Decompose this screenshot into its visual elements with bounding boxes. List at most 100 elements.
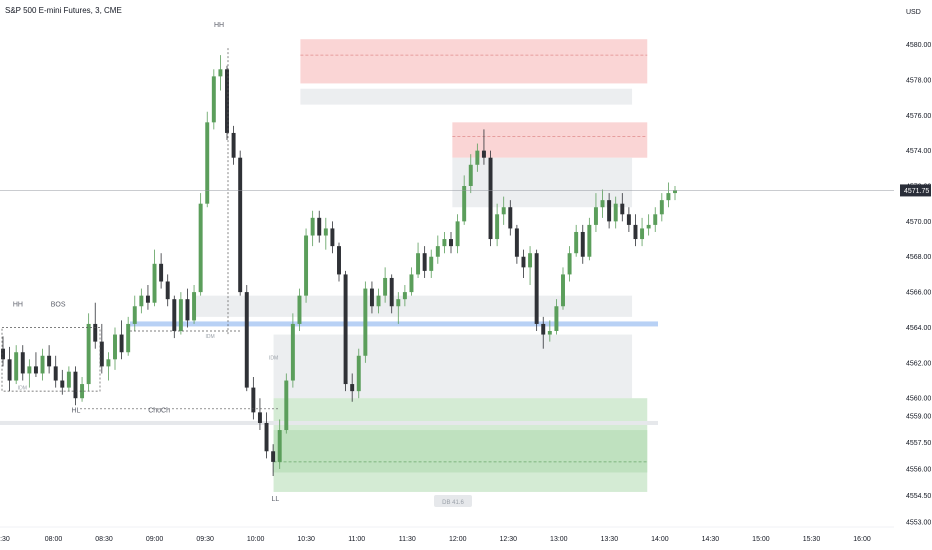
demand-zone [273,430,648,473]
candle-body [422,253,427,271]
x-tick-label: 12:30 [500,536,518,543]
candle-body [653,214,658,225]
candle-body [218,69,223,77]
candle-body [231,132,236,158]
candle-body [501,207,506,215]
candle-body [277,430,282,462]
candle-body [330,228,335,247]
x-tick-label: 14:00 [651,536,669,543]
candle-body [574,231,579,254]
candle-body [383,277,388,296]
y-tick-label: 4562.00 [906,360,931,367]
candle-body [514,228,519,257]
candle-body [290,323,295,381]
x-tick-label: 16:00 [853,536,871,543]
candle-body [297,295,302,324]
candle-body [145,295,150,303]
candle-body [205,122,210,204]
x-tick-label: 15:00 [752,536,770,543]
gray-zone [194,295,633,317]
candle-body [40,355,45,374]
candle-body [192,292,197,321]
candle-body [429,256,434,271]
x-tick-label: 13:30 [601,536,619,543]
candle-body [33,366,38,374]
candle-body [561,274,565,307]
candle-body [317,217,322,236]
candle-body [442,239,447,247]
candle-body [343,274,348,385]
candle-body [14,352,19,381]
x-tick-label: 08:00 [45,536,63,543]
x-tick-label: 7:30 [0,536,10,543]
candle-body [178,299,183,332]
candle-body [646,224,651,229]
candle-body [620,203,625,215]
candle-body [225,69,229,133]
range-box [1,327,101,392]
y-tick-label: 4554.50 [906,493,931,500]
gray-zone [452,157,633,208]
candle-body [481,150,486,158]
candle-body [396,299,401,307]
candle-body [475,150,480,165]
x-tick-label: 11:30 [399,536,416,543]
legend-badge-bg [434,495,472,507]
candle-body [600,200,605,208]
candle-body [389,277,394,307]
structure-label-hh: HH [214,22,224,29]
candle-body [567,253,572,275]
candle-body [132,306,137,324]
supply-zone [300,39,648,84]
candle-body [264,422,269,452]
candle-body [435,246,440,257]
candle-body [304,235,309,296]
candle-body [271,451,276,462]
candle-body [495,214,500,240]
candle-body [363,288,368,356]
last-price-tag: 4571.75 [904,188,929,195]
y-tick-label: 4576.00 [906,113,931,120]
y-tick-label: 4553.00 [906,520,931,527]
candle-body [113,334,117,360]
x-tick-label: 09:30 [196,536,214,543]
structure-label-hh: HH [13,301,23,308]
candle-body [659,200,664,215]
candle-body [547,331,552,335]
candle-body [60,380,65,388]
candle-body [53,366,58,381]
y-tick-label: 4564.00 [906,325,931,332]
choch-level-line [0,420,658,425]
structure-overlays: HH HH BOS HL ChoCh LL IDM IDM IDM DB 41.6 [0,22,894,507]
candlesticks [1,55,677,477]
candle-body [323,228,328,236]
order-block-zones [0,39,658,492]
candle-body [198,203,203,293]
candle-body [73,371,78,399]
y-tick-label: 4578.00 [906,77,931,84]
candle-body [369,288,374,307]
x-tick-label: 13:00 [550,536,568,543]
candle-body [251,387,256,413]
candle-body [528,253,533,268]
y-tick-label: 4566.00 [906,290,931,297]
candle-body [284,380,289,431]
candle-body [152,263,157,303]
candle-body [159,263,164,282]
y-tick-label: 4570.00 [906,219,931,226]
y-tick-label: 4556.00 [906,466,931,473]
candle-body [7,359,12,381]
x-tick-label: 10:30 [297,536,315,543]
candle-body [626,214,631,225]
candle-body [462,186,467,222]
candle-body [1,348,5,360]
structure-label-idm: IDM [18,385,27,391]
candle-body [534,253,539,324]
candle-body [47,355,52,367]
candle-body [66,371,71,388]
candle-body [521,256,526,268]
candle-body [587,224,592,257]
structure-label-idm: IDM [206,334,215,340]
gray-zone [273,334,633,399]
